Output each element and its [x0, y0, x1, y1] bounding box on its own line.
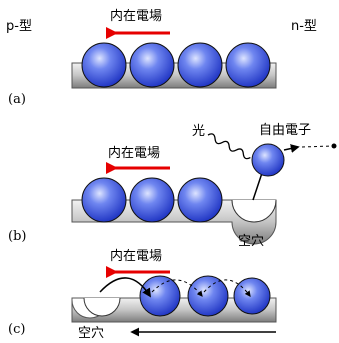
free-electron [251, 143, 285, 177]
panel-a: 内在電場 (a) [8, 8, 277, 107]
electron-c-3 [233, 277, 271, 315]
electron-c-1 [139, 275, 181, 317]
panel-c: 内在電場 空穴 (c) [8, 248, 277, 341]
free-electron-path-dashed [301, 145, 333, 148]
hop-arrow-1 [99, 277, 151, 298]
field-label-a: 内在電場 [110, 8, 162, 24]
hole-b [231, 199, 277, 223]
hop-arrow-2 [151, 279, 203, 297]
free-electron-path-solid [283, 144, 300, 153]
electron-a-3 [177, 42, 223, 88]
p-type-label: p-型 [6, 19, 32, 34]
electron-b-1 [81, 177, 127, 223]
electron-a-1 [81, 42, 127, 88]
free-electron-label: 自由電子 [259, 123, 311, 138]
electron-a-4 [225, 42, 271, 88]
electron-a-2 [129, 42, 175, 88]
light-label: 光 [192, 124, 205, 139]
free-electron-endpoint [331, 143, 337, 149]
panel-label-b: (b) [8, 229, 26, 244]
n-type-label: n-型 [291, 19, 317, 34]
electron-c-2 [187, 275, 229, 317]
panel-label-a: (a) [8, 92, 26, 107]
field-label-b: 内在電場 [108, 145, 160, 161]
hole-label-b: 空穴 [238, 234, 264, 249]
hole-label-c: 空穴 [78, 326, 104, 341]
electron-b-2 [129, 177, 175, 223]
hop-arrow-3 [203, 279, 251, 297]
hole-c [83, 297, 121, 317]
electron-b-3 [177, 177, 223, 223]
field-label-c: 内在電場 [110, 248, 162, 264]
panel-b: 内在電場 光 自由電子 空穴 (b) [8, 123, 337, 249]
panel-label-c: (c) [8, 322, 25, 337]
light-wave-icon [207, 133, 251, 160]
